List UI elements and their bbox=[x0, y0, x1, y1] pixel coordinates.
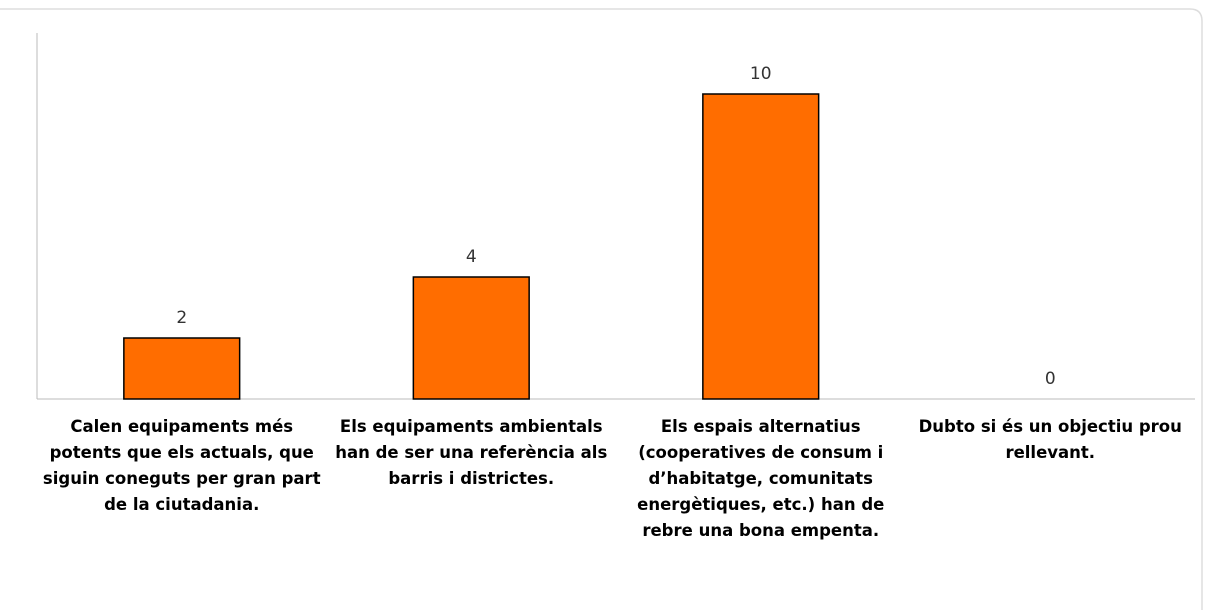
bar bbox=[702, 93, 820, 400]
x-tick-label: Els equipaments ambientals han de ser un… bbox=[335, 417, 608, 488]
x-tick-label: Dubto si és un objectiu prou rellevant. bbox=[918, 417, 1182, 462]
data-label: 0 bbox=[1045, 369, 1056, 389]
data-label: 10 bbox=[750, 64, 772, 84]
data-label: 2 bbox=[176, 308, 187, 328]
x-tick-label: Calen equipaments més potents que els ac… bbox=[42, 417, 321, 514]
bar bbox=[123, 337, 241, 400]
x-tick-label: Els espais alternatius (cooperatives de … bbox=[637, 417, 885, 540]
frame bbox=[0, 8, 1203, 610]
data-label: 4 bbox=[466, 247, 477, 267]
bar bbox=[412, 276, 530, 400]
